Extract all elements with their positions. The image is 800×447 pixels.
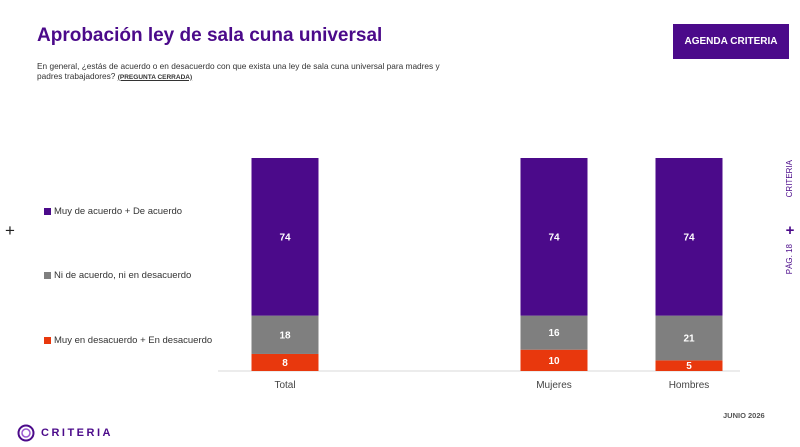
data-label-hombres-series-1: 21 [683,333,695,344]
bar-total-series-2 [251,158,319,316]
data-label-total-series-0: 8 [282,358,288,369]
legend-item-disagree: Muy en desacuerdo + En desacuerdo [44,335,214,346]
bar-hombres-series-0 [655,360,723,371]
question-note: (PREGUNTA CERRADA) [117,73,193,81]
criteria-logo-icon [17,424,35,442]
legend-swatch-agree [44,208,51,215]
bar-hombres-series-2 [655,158,723,316]
bar-total-series-1 [251,315,319,354]
criteria-logo: CRITERIA [17,424,113,442]
plus-icon: + [5,221,15,240]
bar-mujeres-series-0 [520,349,588,371]
side-brand: CRITERIA [785,160,794,198]
logo-text: CRITERIA [41,427,113,439]
report-date: JUNIO 2026 [723,411,765,420]
bar-total-series-0 [251,353,319,371]
category-label-hombres: Hombres [669,380,710,391]
data-label-total-series-2: 74 [279,232,291,243]
side-label: CRITERIA + PÁG. 18 [783,160,797,290]
agenda-criteria-button[interactable]: AGENDA CRITERIA [673,24,789,59]
legend-swatch-neutral [44,272,51,279]
page-title: Aprobación ley de sala cuna universal [37,25,383,46]
data-label-mujeres-series-0: 10 [548,356,560,367]
bar-mujeres-series-1 [520,315,588,350]
legend-label-agree: Muy de acuerdo + De acuerdo [54,206,183,217]
bar-hombres-series-1 [655,315,723,361]
data-label-mujeres-series-2: 74 [548,232,560,243]
legend-swatch-disagree [44,337,51,344]
question-text: En general, ¿estás de acuerdo o en desac… [37,61,457,82]
category-label-total: Total [274,380,295,391]
legend-item-agree: Muy de acuerdo + De acuerdo [44,206,214,217]
data-label-hombres-series-0: 5 [686,361,692,372]
data-label-mujeres-series-1: 16 [548,328,560,339]
legend-label-neutral: Ni de acuerdo, ni en desacuerdo [54,270,192,281]
data-label-hombres-series-2: 74 [683,232,695,243]
legend-label-disagree: Muy en desacuerdo + En desacuerdo [54,335,213,346]
category-label-mujeres: Mujeres [536,380,572,391]
side-plus-icon: + [785,222,795,239]
legend-item-neutral: Ni de acuerdo, ni en desacuerdo [44,270,214,281]
bar-mujeres-series-2 [520,158,588,316]
data-label-total-series-1: 18 [279,330,291,341]
page-number: PÁG. 18 [785,244,794,275]
question-body: En general, ¿estás de acuerdo o en desac… [37,61,440,81]
